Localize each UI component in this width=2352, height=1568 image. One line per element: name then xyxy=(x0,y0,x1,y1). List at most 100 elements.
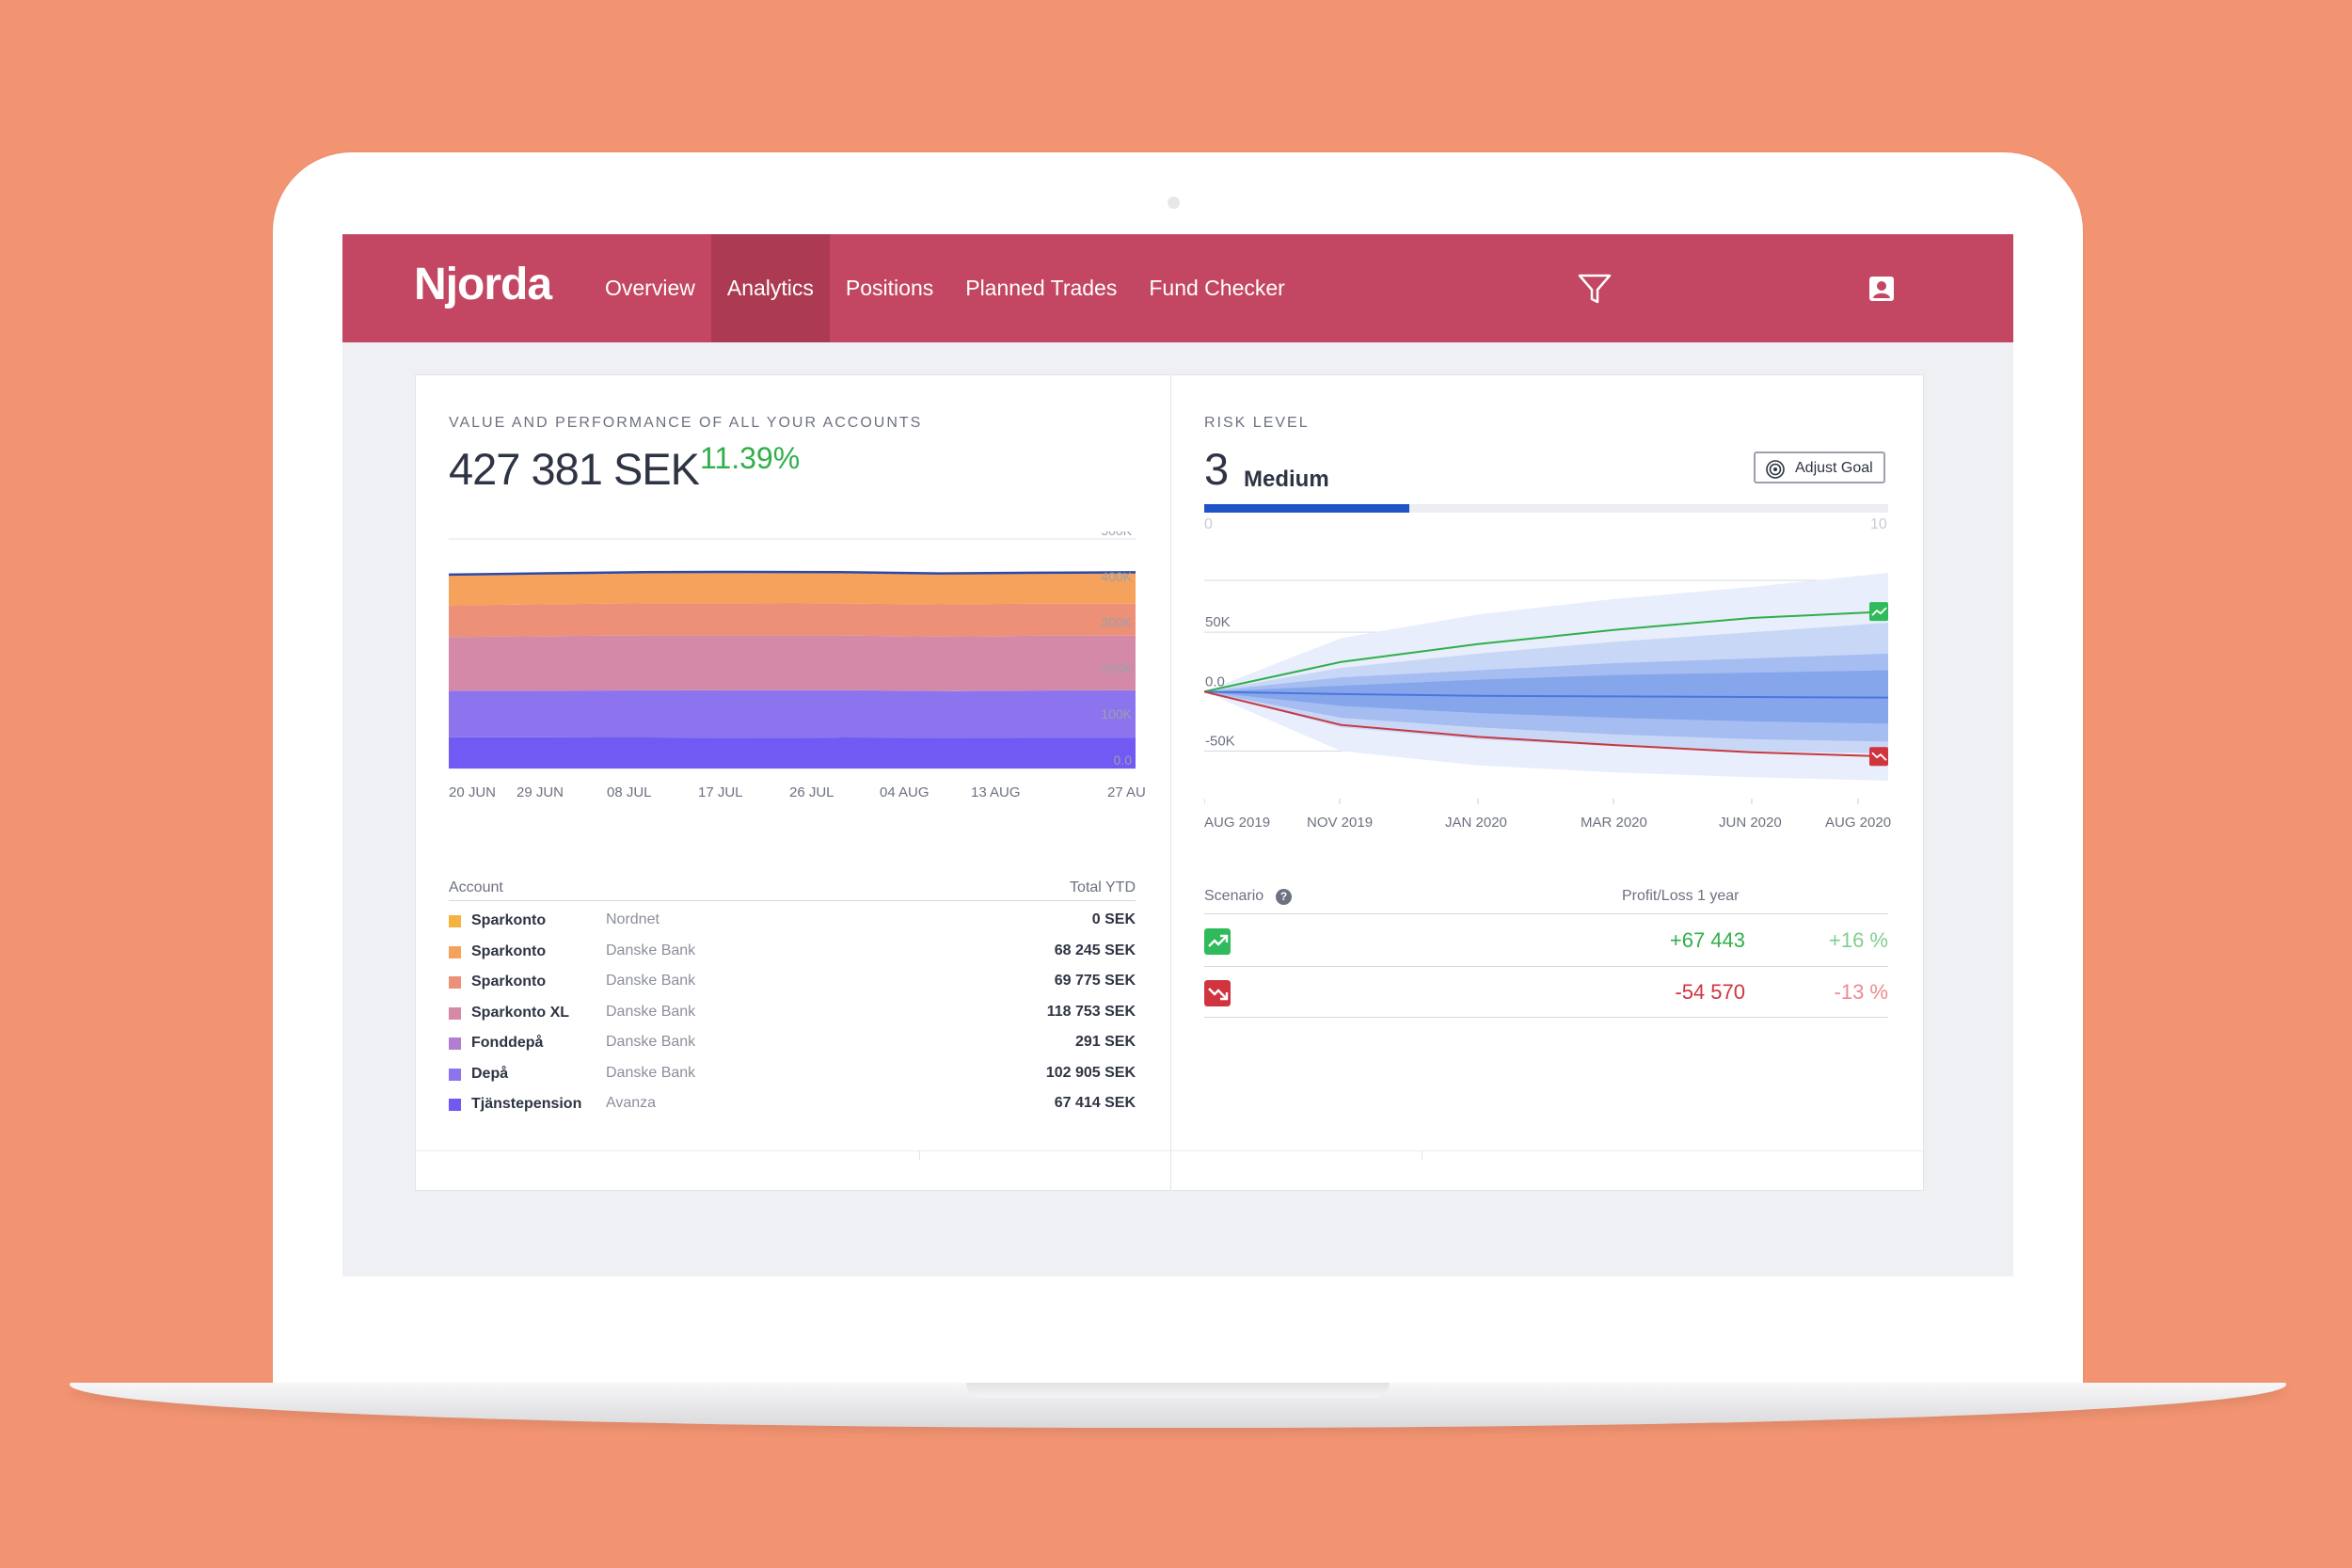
x-tick-label: 04 AUG xyxy=(880,784,930,800)
accounts-header: Account Total YTD xyxy=(449,879,1136,896)
filter-icon[interactable] xyxy=(1577,272,1613,306)
help-icon[interactable]: ? xyxy=(1276,889,1292,905)
accounts-list: Sparkonto Nordnet 0 SEK Sparkonto Danske Ban… xyxy=(449,908,1136,1122)
y-tick-label: 0.0 xyxy=(1205,673,1225,689)
risk-scale-min: 0 xyxy=(1204,516,1213,532)
x-tick-label: 27 AUG xyxy=(1107,784,1145,800)
trend-down-icon xyxy=(1869,747,1888,767)
profit-loss-column-header: Profit/Loss 1 year xyxy=(1622,888,1740,904)
target-icon xyxy=(1766,460,1785,479)
y-tick-label: -50K xyxy=(1205,733,1235,749)
projection-fan-chart[interactable]: 50K 0.0 -50K AUG 2019 NOV 2019 JAN 2020 MAR 20… xyxy=(1204,573,1900,874)
risk-level-label: Medium xyxy=(1244,467,1329,492)
trend-down-icon xyxy=(1204,980,1231,1006)
total-column-header: Total YTD xyxy=(1070,879,1136,895)
account-color-swatch xyxy=(449,915,461,927)
nav-overview[interactable]: Overview xyxy=(605,276,695,300)
y-tick-label: 500K xyxy=(1101,531,1132,538)
y-tick-label: 100K xyxy=(1101,706,1132,721)
account-total: 69 775 SEK xyxy=(1054,973,1136,989)
risk-level-fill xyxy=(1204,504,1410,513)
stacked-area-chart[interactable]: 0.0 100K 200K 300K 400K 500K 20 JUN 29 JUN 08 JU… xyxy=(449,531,1145,879)
y-tick-label: 200K xyxy=(1101,660,1132,675)
scenario-header: Scenario ? Profit/Loss 1 year xyxy=(1204,888,1888,905)
x-tick-label: 26 JUL xyxy=(789,784,834,800)
nav-analytics[interactable]: Analytics xyxy=(710,234,830,342)
account-name: Depå xyxy=(471,1065,509,1082)
account-row[interactable]: Sparkonto XL Danske Bank 118 753 SEK xyxy=(449,1000,1136,1031)
account-color-swatch xyxy=(449,1099,461,1111)
account-row[interactable]: Sparkonto Nordnet 0 SEK xyxy=(449,908,1136,939)
account-color-swatch xyxy=(449,1006,461,1020)
account-bank: Avanza xyxy=(606,1095,657,1111)
account-row[interactable]: Fonddepå Danske Bank 291 SEK xyxy=(449,1030,1136,1061)
nav-fund-checker[interactable]: Fund Checker xyxy=(1149,276,1285,300)
account-name: Fonddepå xyxy=(471,1035,544,1051)
x-tick-label: 29 JUN xyxy=(516,784,564,800)
y-tick-label: 300K xyxy=(1101,615,1132,630)
card-footer-line xyxy=(416,1150,1923,1151)
accounts-header-divider xyxy=(449,900,1136,901)
camera xyxy=(1168,197,1180,209)
scenario-divider xyxy=(1204,966,1888,967)
area-series[interactable] xyxy=(449,603,1136,638)
account-bank: Danske Bank xyxy=(606,1034,696,1050)
account-total: 68 245 SEK xyxy=(1054,942,1136,958)
footer-tick xyxy=(919,1150,920,1160)
scenario-line-down[interactable] xyxy=(1204,690,1889,758)
account-row[interactable]: Sparkonto Danske Bank 68 245 SEK xyxy=(449,939,1136,970)
scenario-row-up: +67 443 +16 % xyxy=(1204,915,1888,966)
x-tick-label: NOV 2019 xyxy=(1307,815,1373,831)
account-color-swatch xyxy=(449,976,461,989)
account-bank: Danske Bank xyxy=(606,942,696,958)
area-series[interactable] xyxy=(449,736,1136,768)
area-series[interactable] xyxy=(449,689,1136,691)
laptop-notch xyxy=(966,1383,1390,1398)
account-name: Sparkonto XL xyxy=(471,1004,570,1021)
x-tick-label: 20 JUN xyxy=(449,784,496,800)
y-tick-label: 400K xyxy=(1101,569,1132,584)
analytics-card: VALUE AND PERFORMANCE OF ALL YOUR ACCOUN… xyxy=(415,374,1924,1191)
area-series[interactable] xyxy=(449,635,1136,691)
user-icon[interactable] xyxy=(1868,276,1895,302)
adjust-goal-label: Adjust Goal xyxy=(1795,460,1873,476)
account-name: Tjänstepension xyxy=(471,1096,582,1112)
area-series[interactable] xyxy=(449,571,1136,606)
scenario-divider xyxy=(1204,913,1888,914)
scenario-divider xyxy=(1204,1017,1888,1018)
account-row[interactable]: Sparkonto Danske Bank 69 775 SEK xyxy=(449,969,1136,1000)
adjust-goal-button[interactable]: Adjust Goal xyxy=(1754,451,1885,483)
account-name: Sparkonto xyxy=(471,912,547,928)
app-screen: Njorda Overview Analytics Positions Plan… xyxy=(342,234,2013,1276)
account-total: 291 SEK xyxy=(1074,1034,1136,1050)
account-color-swatch xyxy=(449,1068,461,1081)
account-bank: Danske Bank xyxy=(606,1064,696,1081)
risk-level-bar[interactable] xyxy=(1204,504,1888,513)
risk-panel-title: RISK LEVEL xyxy=(1204,415,1310,431)
y-tick-label: 0.0 xyxy=(1114,752,1133,768)
account-color-swatch xyxy=(449,945,461,958)
x-tick-label: AUG 2019 xyxy=(1204,815,1270,831)
card-divider xyxy=(1170,375,1171,1190)
scenario-line-median[interactable] xyxy=(1204,690,1889,699)
account-name: Sparkonto xyxy=(471,974,547,990)
scenario-up-percent: +16 % xyxy=(1829,928,1888,952)
x-tick-label: 13 AUG xyxy=(971,784,1021,800)
account-row[interactable]: Tjänstepension Avanza 67 414 SEK xyxy=(449,1091,1136,1122)
area-series[interactable] xyxy=(449,689,1136,738)
scenario-column-header: Scenario xyxy=(1204,888,1264,904)
nav-positions[interactable]: Positions xyxy=(845,276,934,300)
account-total: 67 414 SEK xyxy=(1054,1095,1136,1111)
logo[interactable]: Njorda xyxy=(414,260,552,309)
nav-planned-trades[interactable]: Planned Trades xyxy=(965,276,1118,300)
risk-level-number: 3 xyxy=(1204,444,1230,494)
account-row[interactable]: Depå Danske Bank 102 905 SEK xyxy=(449,1061,1136,1092)
total-value: 427 381 SEK xyxy=(449,444,700,494)
scenario-up-value: +67 443 xyxy=(1669,928,1745,952)
value-panel-title: VALUE AND PERFORMANCE OF ALL YOUR ACCOUN… xyxy=(449,415,923,431)
account-column-header: Account xyxy=(449,879,503,895)
x-tick-label: 08 JUL xyxy=(607,784,652,800)
account-color-swatch xyxy=(449,1037,461,1050)
x-tick-label: JAN 2020 xyxy=(1445,815,1507,831)
scenario-line-up[interactable] xyxy=(1204,610,1889,693)
